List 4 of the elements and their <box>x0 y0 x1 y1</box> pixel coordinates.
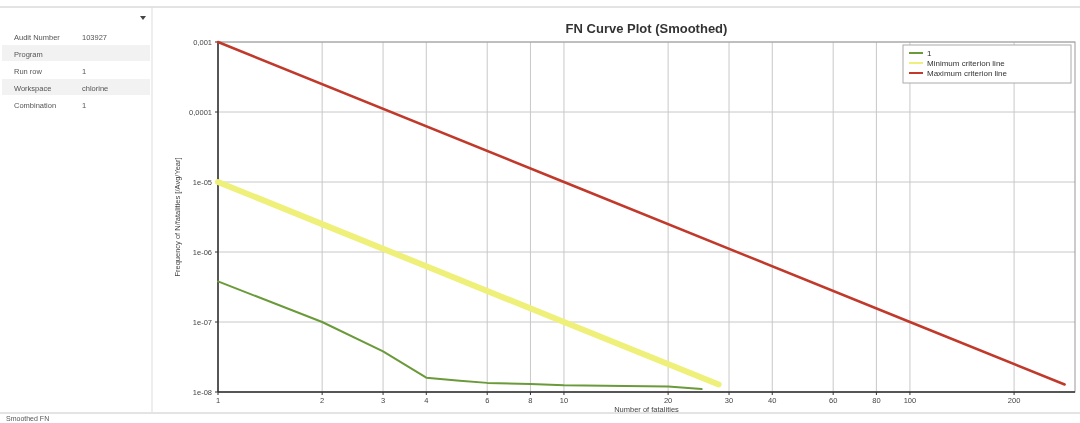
legend-label: Minimum criterion line <box>927 59 1006 68</box>
legend-label: 1 <box>927 49 932 58</box>
legend-label: Maximum criterion line <box>927 69 1008 78</box>
chart-title: FN Curve Plot (Smoothed) <box>565 21 728 36</box>
